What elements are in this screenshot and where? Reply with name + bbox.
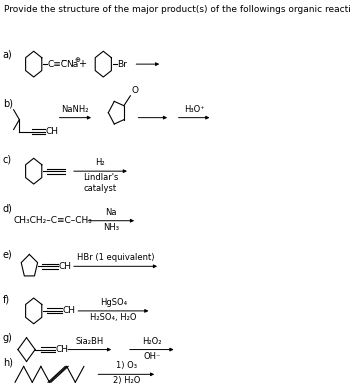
Text: NaNH₂: NaNH₂	[62, 105, 89, 114]
Text: h): h)	[3, 357, 13, 367]
Text: e): e)	[3, 249, 13, 260]
Text: H₂SO₄, H₂O: H₂SO₄, H₂O	[90, 313, 136, 322]
Text: g): g)	[3, 333, 13, 343]
Text: HBr (1 equivalent): HBr (1 equivalent)	[77, 253, 154, 262]
Text: Br: Br	[117, 60, 127, 69]
Text: −: −	[60, 55, 66, 65]
Text: ⊕: ⊕	[75, 57, 80, 63]
Text: H₂: H₂	[96, 158, 105, 167]
Text: HgSO₄: HgSO₄	[100, 298, 127, 307]
Text: C≡C: C≡C	[47, 60, 67, 69]
Text: c): c)	[3, 154, 12, 164]
Text: d): d)	[3, 204, 13, 214]
Text: NH₃: NH₃	[103, 223, 119, 232]
Text: 1) O₃: 1) O₃	[116, 361, 137, 371]
Text: +: +	[78, 59, 86, 69]
Text: O: O	[131, 86, 138, 95]
Text: Na: Na	[66, 60, 78, 69]
Text: CH: CH	[62, 307, 75, 315]
Text: Lindlar's
catalyst: Lindlar's catalyst	[83, 173, 118, 192]
Text: CH: CH	[55, 345, 68, 354]
Text: 2) H₂O: 2) H₂O	[113, 376, 140, 385]
Text: Na: Na	[105, 208, 117, 217]
Text: CH: CH	[45, 127, 58, 136]
Text: H₂O₂: H₂O₂	[142, 337, 161, 346]
Text: Provide the structure of the major product(s) of the followings organic reaction: Provide the structure of the major produ…	[4, 5, 350, 14]
Text: OH⁻: OH⁻	[143, 352, 160, 360]
Text: f): f)	[3, 294, 10, 304]
Text: Sia₂BH: Sia₂BH	[76, 337, 104, 346]
Text: CH: CH	[58, 262, 71, 271]
Text: a): a)	[3, 49, 13, 59]
Text: H₃O⁺: H₃O⁺	[184, 105, 204, 114]
Text: b): b)	[3, 99, 13, 109]
Text: CH₃CH₂–C≡C–CH₃: CH₃CH₂–C≡C–CH₃	[14, 216, 92, 225]
